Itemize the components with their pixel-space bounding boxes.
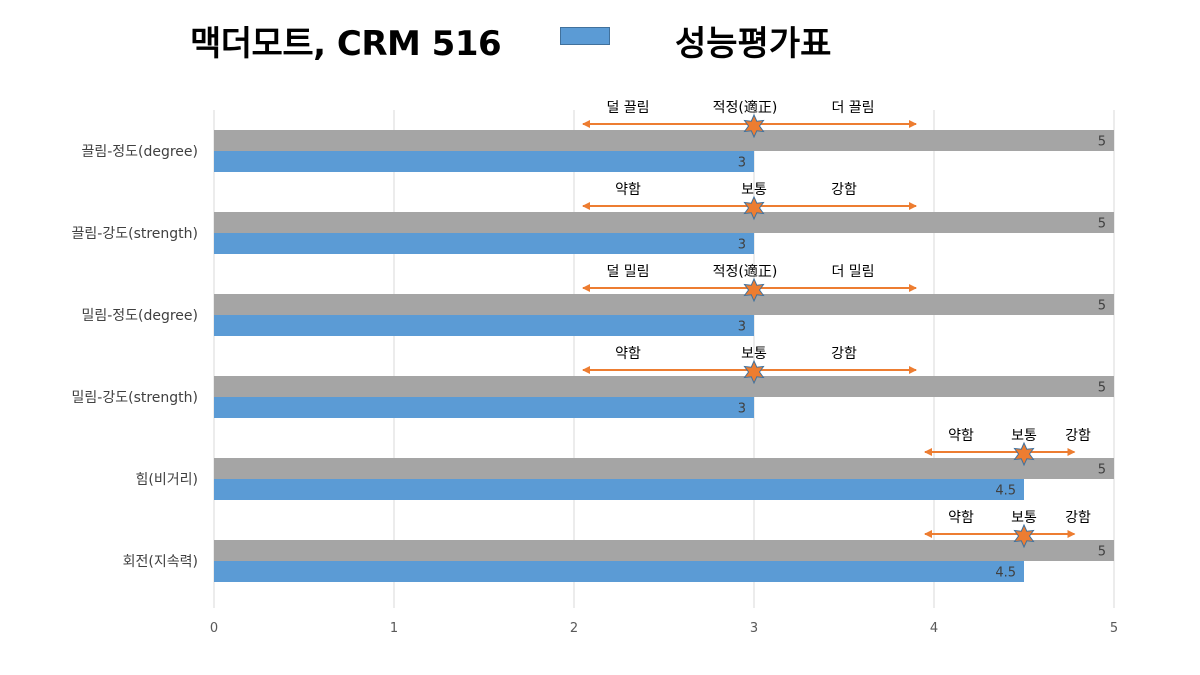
score-bar-label: 4.5: [995, 484, 1016, 499]
scale-high-label: 강함: [831, 346, 857, 362]
rating-star-marker: [743, 359, 765, 385]
x-tick-label: 5: [1110, 621, 1118, 636]
score-bar-label: 3: [738, 238, 746, 253]
score-bar: [214, 397, 754, 418]
scale-high-label: 강함: [1065, 510, 1091, 526]
max-bar: [214, 294, 1114, 315]
max-bar: [214, 458, 1114, 479]
rating-star-marker: [1013, 441, 1035, 467]
chart-title: 맥더모트, CRM 516: [190, 24, 502, 64]
legend-label: 성능평가표: [675, 24, 832, 64]
score-bar: [214, 233, 754, 254]
score-bar: [214, 315, 754, 336]
labels: 0 1 2 3 4 5 끌림-정도(degree) 5 3 끌림-강도(strength) 5 3 밀림…: [72, 135, 1119, 637]
score-bar: [214, 561, 1024, 582]
score-bar-label: 3: [738, 156, 746, 171]
legend-swatch: [560, 27, 610, 45]
max-bar: [214, 212, 1114, 233]
category-label: 밀림-강도(strength): [72, 390, 198, 406]
scale-mid-label: 보통: [1011, 428, 1037, 444]
rating-star-marker: [743, 277, 765, 303]
scale-mid-label: 보통: [1011, 510, 1037, 526]
max-bar: [214, 376, 1114, 397]
scale-high-label: 더 밀림: [831, 264, 874, 280]
x-tick-label: 4: [930, 621, 938, 636]
rating-star-marker: [743, 113, 765, 139]
category-label: 끌림-강도(strength): [72, 226, 198, 242]
category-label: 끌림-정도(degree): [81, 144, 198, 160]
category-label: 힘(비거리): [136, 472, 198, 488]
scale-low-label: 약함: [615, 182, 641, 198]
x-tick-label: 3: [750, 621, 758, 636]
chart-header: 맥더모트, CRM 516 성능평가표: [0, 0, 1200, 80]
max-bar-label: 5: [1098, 135, 1106, 150]
scale-low-label: 약함: [615, 346, 641, 362]
max-bar-label: 5: [1098, 463, 1106, 478]
max-bar-label: 5: [1098, 381, 1106, 396]
max-bar: [214, 540, 1114, 561]
scale-low-label: 덜 밀림: [606, 264, 649, 280]
scale-mid-label: 보통: [741, 182, 767, 198]
rating-star-marker: [1013, 523, 1035, 549]
scale-high-label: 강함: [831, 182, 857, 198]
scale-high-label: 강함: [1065, 428, 1091, 444]
score-bar-label: 3: [738, 320, 746, 335]
scale-high-label: 더 끌림: [831, 100, 874, 116]
max-bar-label: 5: [1098, 217, 1106, 232]
max-bar: [214, 130, 1114, 151]
scale-low-label: 약함: [948, 510, 974, 526]
category-label: 회전(지속력): [123, 554, 198, 570]
x-tick-label: 1: [390, 621, 398, 636]
scale-mid-label: 보통: [741, 346, 767, 362]
category-label: 밀림-정도(degree): [81, 308, 198, 324]
max-bar-label: 5: [1098, 545, 1106, 560]
scale-mid-label: 적정(適正): [713, 99, 778, 116]
gridlines: [213, 110, 1115, 608]
scale-low-label: 덜 끌림: [606, 100, 649, 116]
score-bar-label: 4.5: [995, 566, 1016, 581]
max-bar-label: 5: [1098, 299, 1106, 314]
score-bar: [214, 479, 1024, 500]
score-bar: [214, 151, 754, 172]
scale-low-label: 약함: [948, 428, 974, 444]
x-tick-label: 0: [210, 621, 218, 636]
x-tick-label: 2: [570, 621, 578, 636]
rating-star-marker: [743, 195, 765, 221]
score-bar-label: 3: [738, 402, 746, 417]
bars: [214, 130, 1114, 582]
scale-mid-label: 적정(適正): [713, 263, 778, 280]
